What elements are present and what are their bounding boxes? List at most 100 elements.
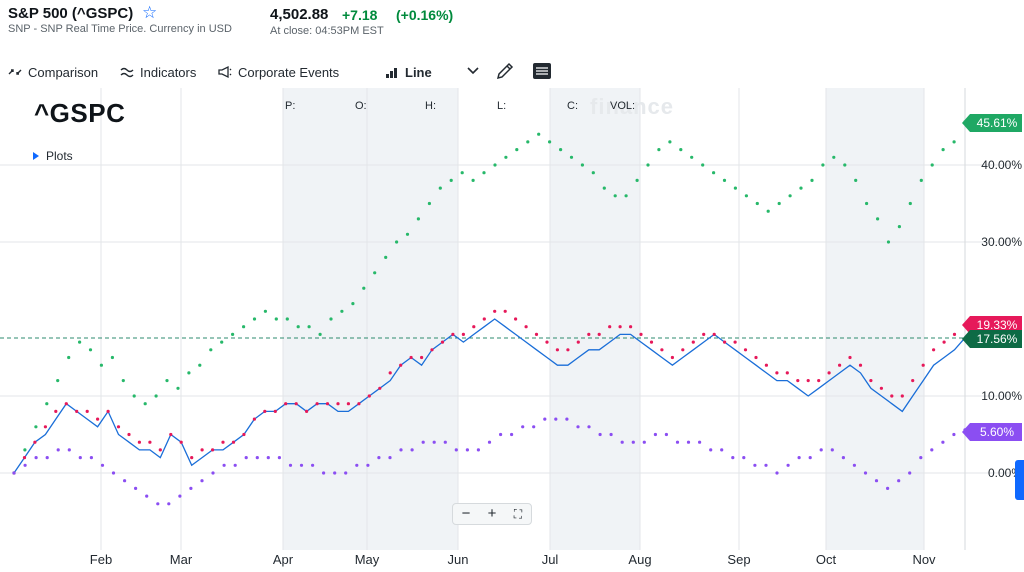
series-point-3 [764, 463, 768, 467]
series-point-1 [712, 171, 716, 175]
series-point-1 [132, 394, 136, 398]
series-point-1 [78, 340, 82, 344]
series-point-3 [941, 440, 945, 444]
series-point-1 [854, 178, 858, 182]
series-point-3 [311, 463, 315, 467]
series-point-3 [89, 456, 93, 460]
series-point-3 [288, 463, 293, 467]
series-point-2 [33, 440, 37, 444]
series-point-1 [395, 240, 399, 244]
series-point-1 [318, 332, 322, 336]
series-point-1 [242, 325, 246, 329]
x-tick-label: Mar [170, 552, 193, 567]
ohlc-h-label: H: [425, 100, 436, 112]
series-point-2 [639, 332, 643, 336]
y-tick-label: 40.00% [981, 158, 1022, 172]
series-point-3 [620, 440, 624, 444]
zoom-out-button[interactable]: − [461, 505, 471, 522]
series-point-1 [307, 325, 311, 329]
series-point-2 [252, 417, 256, 421]
series-point-3 [222, 463, 226, 467]
series-point-3 [454, 448, 458, 452]
series-point-3 [443, 440, 447, 444]
series-point-2 [900, 394, 904, 398]
indicators-label: Indicators [140, 64, 197, 80]
series-point-1 [777, 201, 781, 206]
series-point-3 [465, 448, 469, 452]
end-tag-main-text: 17.56% [977, 332, 1018, 346]
series-point-2 [806, 379, 810, 383]
page-title: S&P 500 (^GSPC) [8, 5, 134, 22]
series-point-1 [559, 148, 563, 152]
series-point-2 [75, 409, 79, 413]
series-point-1 [952, 140, 956, 144]
series-point-2 [116, 425, 121, 429]
series-point-1 [416, 217, 420, 221]
corporate-events-button[interactable]: Corporate Events [218, 62, 339, 82]
series-point-2 [838, 363, 842, 367]
series-point-2 [305, 409, 309, 413]
comparison-button[interactable]: Comparison [8, 62, 98, 82]
series-point-2 [514, 317, 518, 321]
series-point-3 [211, 471, 215, 475]
x-tick-label: Sep [727, 552, 750, 567]
series-point-2 [461, 332, 465, 336]
series-point-2 [148, 440, 152, 444]
series-point-2 [336, 402, 340, 406]
fullscreen-button[interactable]: ⛶ [513, 507, 523, 521]
plots-toggle[interactable]: Plots [33, 149, 73, 163]
series-point-2 [378, 386, 382, 390]
series-point-1 [733, 186, 738, 190]
series-point-2 [127, 432, 131, 437]
series-point-2 [555, 348, 560, 352]
series-point-2 [430, 348, 434, 352]
series-point-2 [545, 340, 549, 344]
end-tag-main: 17.56% [962, 330, 1022, 348]
series-point-2 [242, 432, 246, 437]
series-point-3 [576, 425, 580, 429]
series-point-3 [720, 448, 724, 452]
series-point-2 [54, 409, 58, 413]
series-point-2 [649, 340, 654, 344]
series-point-1 [99, 363, 103, 367]
series-point-1 [198, 363, 202, 367]
series-point-3 [642, 440, 646, 444]
indicators-button[interactable]: Indicators [120, 62, 196, 82]
series-point-2 [670, 355, 675, 360]
table-view-icon[interactable] [531, 60, 553, 82]
series-point-2 [890, 394, 894, 398]
series-point-2 [96, 417, 100, 421]
series-point-2 [576, 340, 580, 344]
series-point-3 [653, 432, 658, 437]
series-point-2 [629, 325, 633, 329]
series-point-1 [886, 240, 891, 244]
series-point-1 [427, 201, 431, 206]
series-point-2 [733, 340, 737, 344]
price-chart[interactable]: Feb Mar Apr May Jun Jul Aug Sep Oct Nov 40.00% 30.0… [0, 88, 1024, 572]
series-point-3 [830, 448, 834, 452]
series-point-1 [799, 186, 803, 190]
month-shade-band [283, 88, 458, 550]
series-point-3 [322, 471, 326, 475]
chevron-down-icon[interactable] [466, 63, 480, 77]
star-icon[interactable]: ☆ [142, 3, 158, 22]
series-point-3 [742, 456, 746, 460]
series-point-2 [879, 386, 884, 390]
series-point-3 [686, 440, 691, 444]
draw-pencil-icon[interactable] [494, 60, 516, 82]
ohlc-c-label: C: [567, 100, 578, 112]
series-point-2 [921, 363, 925, 367]
side-panel-tab[interactable] [1015, 460, 1024, 500]
series-point-1 [285, 317, 289, 321]
caret-right-icon [33, 152, 39, 160]
series-point-3 [100, 463, 105, 467]
chart-type-select[interactable]: Line [385, 62, 432, 82]
series-point-3 [476, 448, 480, 452]
series-point-1 [187, 371, 191, 375]
series-point-3 [499, 432, 503, 437]
series-point-1 [646, 163, 650, 167]
chart-canvas[interactable]: Feb Mar Apr May Jun Jul Aug Sep Oct Nov 40.00% 30.0… [0, 88, 1024, 572]
zoom-in-button[interactable]: + [487, 505, 497, 522]
series-point-2 [420, 355, 424, 360]
ohlc-o-label: O: [355, 100, 367, 112]
